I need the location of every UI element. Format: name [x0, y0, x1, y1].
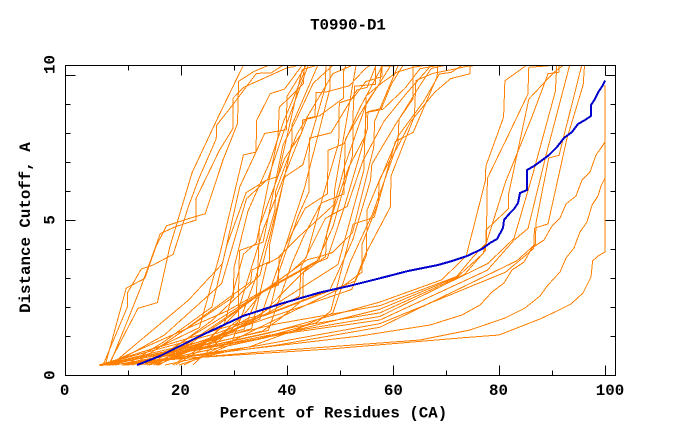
svg-text:40: 40 — [278, 382, 297, 400]
svg-text:80: 80 — [489, 382, 508, 400]
svg-text:T0990-D1: T0990-D1 — [310, 17, 386, 35]
svg-text:5: 5 — [42, 215, 60, 224]
svg-text:Percent of Residues (CA): Percent of Residues (CA) — [220, 405, 448, 423]
svg-text:Distance Cutoff, A: Distance Cutoff, A — [17, 142, 35, 313]
svg-text:20: 20 — [171, 382, 190, 400]
svg-text:0: 0 — [60, 382, 69, 400]
svg-text:100: 100 — [596, 382, 624, 400]
svg-text:0: 0 — [42, 370, 60, 379]
svg-text:60: 60 — [384, 382, 403, 400]
svg-text:10: 10 — [42, 55, 60, 74]
